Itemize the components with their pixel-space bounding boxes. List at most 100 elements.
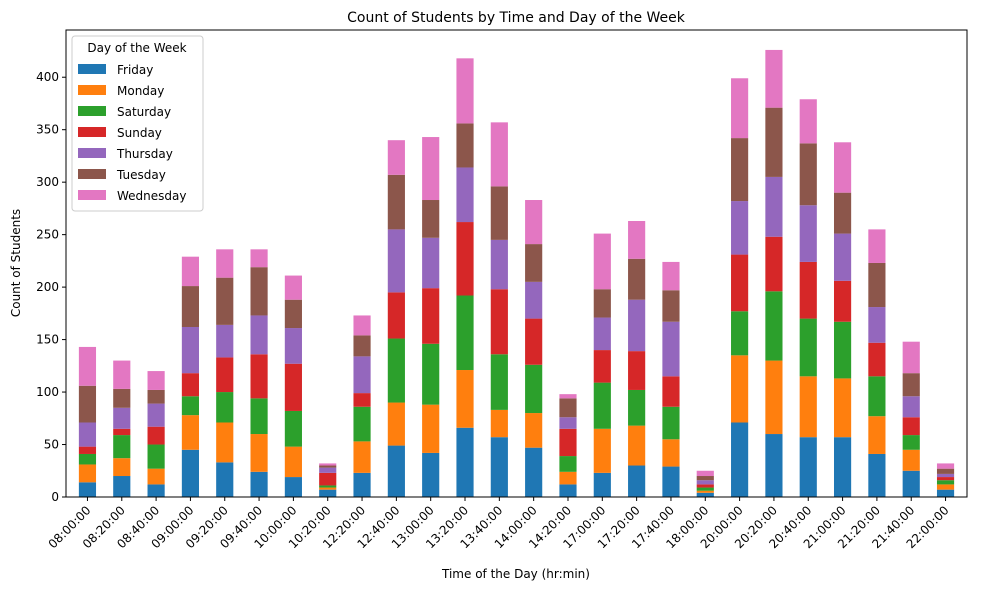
bar-segment	[250, 434, 268, 472]
bar-segment	[936, 463, 955, 469]
bar-segment	[216, 422, 234, 463]
bar-segment	[833, 142, 852, 193]
bar-segment	[593, 233, 611, 290]
plot-frame	[65, 29, 968, 498]
bar-segment	[525, 364, 543, 414]
y-tick-label: 0	[51, 490, 59, 504]
bar-segment	[147, 468, 165, 485]
bar-segment	[319, 485, 337, 488]
bar-segment	[387, 140, 405, 175]
bar-segment	[250, 315, 268, 355]
y-tick-label: 300	[36, 175, 59, 189]
legend-swatch	[78, 64, 106, 74]
bar-segment	[387, 292, 405, 339]
bar-segment	[593, 317, 611, 351]
bar-segment	[113, 388, 131, 408]
bar-segment	[284, 446, 302, 478]
bar-segment	[525, 281, 543, 319]
bar-segment	[216, 357, 234, 393]
bar-segment	[662, 290, 680, 322]
legend-swatch	[78, 85, 106, 95]
bar-segment	[319, 465, 337, 468]
bar-segment	[696, 476, 714, 481]
bar-segment	[696, 492, 714, 497]
bar-segment	[147, 403, 165, 427]
bar-segment	[387, 338, 405, 403]
bar-segment	[181, 415, 200, 450]
bar-segment	[525, 200, 543, 245]
bar-segment	[902, 396, 920, 418]
bar-segment	[284, 299, 302, 329]
bar-segment	[525, 447, 543, 497]
bar-segment	[765, 360, 783, 435]
bar-segment	[181, 373, 200, 397]
y-tick-label: 100	[36, 385, 59, 399]
bar-segment	[559, 456, 577, 472]
bar-segment	[662, 439, 680, 467]
legend-swatch	[78, 190, 106, 200]
bar-segment	[765, 291, 783, 361]
bar-segment	[250, 398, 268, 435]
bar-segment	[731, 138, 749, 202]
bar-segment	[662, 321, 680, 377]
y-tick-label: 400	[36, 70, 59, 84]
bar-segment	[799, 318, 817, 377]
bar-segment	[250, 249, 268, 268]
bar-segment	[113, 435, 131, 459]
bar-segment	[147, 484, 165, 497]
bar-segment	[147, 444, 165, 469]
bar-segment	[765, 49, 783, 108]
bar-segment	[765, 176, 783, 237]
legend-swatch	[78, 169, 106, 179]
bar-segment	[456, 222, 474, 296]
bar-segment	[113, 360, 131, 389]
bar-segment	[181, 326, 200, 374]
bar-segment	[902, 470, 920, 497]
bar-segment	[628, 425, 646, 466]
bar-segment	[456, 123, 474, 168]
legend: Day of the Week Friday Monday Saturday Sund…	[71, 35, 204, 212]
bar-segment	[284, 410, 302, 447]
bar-segment	[353, 335, 371, 357]
bar-segment	[216, 392, 234, 423]
bar-segment	[422, 137, 440, 201]
bar-segment	[525, 413, 543, 448]
bar-segment	[662, 376, 680, 407]
bar-segment	[353, 406, 371, 442]
bar-segment	[902, 417, 920, 436]
bar-segment	[490, 437, 508, 497]
bar-segment	[833, 378, 852, 438]
bar-segment	[387, 402, 405, 446]
bar-segment	[593, 350, 611, 383]
bar-segment	[696, 490, 714, 493]
legend-label: Thursday	[116, 147, 173, 161]
bar-segment	[422, 288, 440, 344]
bar-segment	[422, 343, 440, 405]
bar-segment	[113, 458, 131, 477]
bar-segment	[490, 186, 508, 240]
bar-segment	[284, 275, 302, 300]
bar-segment	[593, 289, 611, 318]
y-tick-label: 150	[36, 333, 59, 347]
legend-label: Tuesday	[116, 168, 166, 182]
bar-segment	[353, 356, 371, 394]
y-tick-label: 250	[36, 228, 59, 242]
bar-segment	[731, 254, 749, 312]
bar-segment	[490, 354, 508, 410]
legend-title: Day of the Week	[87, 41, 186, 55]
bar-segment	[456, 427, 474, 497]
bar-segment	[78, 453, 97, 465]
bar-segment	[936, 468, 955, 474]
bar-segment	[181, 256, 200, 287]
bar-segment	[181, 449, 200, 497]
bar-segment	[696, 480, 714, 485]
bar-segment	[490, 239, 508, 290]
bar-segment	[490, 409, 508, 438]
legend-label: Friday	[117, 63, 153, 77]
bar-segment	[559, 417, 577, 429]
bar-segment	[456, 370, 474, 428]
bar-segment	[936, 473, 955, 478]
legend-label: Wednesday	[117, 189, 186, 203]
bar-segment	[284, 328, 302, 364]
bar-segment	[902, 449, 920, 471]
